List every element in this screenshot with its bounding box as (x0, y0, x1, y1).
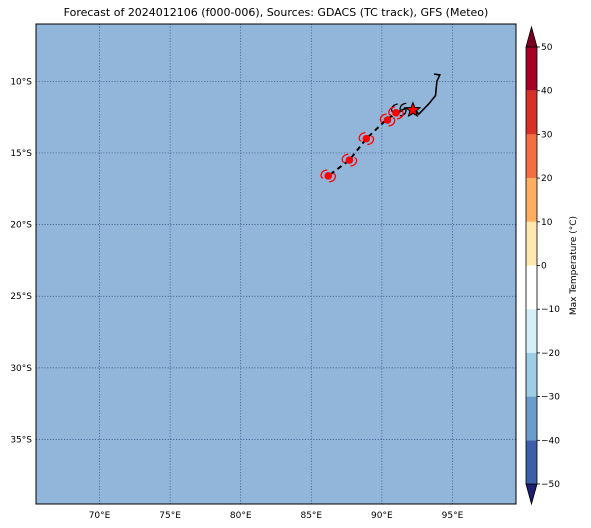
colorbar-tick-label: 40 (541, 87, 553, 97)
forecast-cyclone-marker-icon (388, 106, 404, 120)
colorbar: 50 40 30 20 10 0 −10 −20 −30 −40 −50 Max Temperatur… (525, 25, 579, 506)
lat-tick-label: 15°S (10, 149, 32, 159)
lon-tick-label: 80°E (230, 511, 252, 521)
colorbar-extend-bottom (525, 483, 538, 506)
colorbar-segment (526, 47, 537, 91)
cyclone-arm (329, 173, 337, 183)
colorbar-tick-label: 50 (541, 43, 553, 53)
cyclone-arm (388, 106, 396, 116)
map-title: Forecast of 2024012106 (f000-006), Sourc… (63, 6, 489, 19)
lat-tick-label: 35°S (10, 436, 32, 446)
forecast-cyclone-marker-icon (341, 153, 358, 167)
colorbar-tick-label: 10 (541, 218, 553, 228)
colorbar-segment (526, 221, 537, 266)
current-position-star-icon (404, 101, 422, 118)
colorbar-extend-top (525, 25, 538, 48)
colorbar-segment (526, 265, 537, 310)
colorbar-tick-label: −20 (541, 349, 560, 359)
forecast-cyclone-marker-icon (320, 169, 337, 183)
cyclone-arm (388, 117, 396, 127)
colorbar-segment (526, 178, 537, 222)
forecast-track-line (327, 110, 401, 177)
lon-tick-label: 90°E (371, 511, 393, 521)
map-area[interactable]: 70°E 75°E 80°E 85°E 90°E 95°E 10°S 15°S 20°S 25°S… (10, 23, 517, 521)
colorbar-tick-label: −10 (541, 305, 560, 315)
map-frame (35, 23, 517, 505)
lat-tick-label: 25°S (10, 292, 32, 302)
lat-tick-label: 20°S (10, 221, 32, 231)
colorbar-segment (526, 396, 537, 441)
forecast-cyclone-marker-icon (358, 131, 375, 146)
colorbar-tick-label: −30 (541, 393, 560, 403)
forecast-cyclone-marker-icon (379, 113, 396, 127)
colorbar-label: Max Temperature (°C) (569, 216, 579, 315)
cyclone-arm (341, 153, 349, 163)
cyclone-center-dot (383, 116, 392, 124)
colorbar-segment (526, 309, 537, 353)
cyclone-arm (379, 113, 387, 123)
lon-tick-label: 85°E (300, 511, 322, 521)
lon-tick-label: 70°E (89, 511, 111, 521)
cyclone-center-dot (362, 134, 371, 143)
lon-tick-label: 75°E (159, 511, 181, 521)
colorbar-segment (526, 134, 537, 179)
colorbar-segment (526, 352, 537, 397)
colorbar-tick-label: −40 (541, 436, 560, 446)
cyclone-arm (396, 110, 404, 120)
ocean-background (36, 24, 516, 504)
lon-tick-label: 95°E (442, 511, 464, 521)
colorbar-segment (526, 440, 537, 484)
lat-tick-label: 10°S (10, 77, 32, 87)
cyclone-arm (350, 157, 358, 167)
cyclone-arm (399, 107, 407, 117)
lat-tick-label: 30°S (10, 364, 32, 374)
colorbar-tick-label: 0 (541, 262, 547, 272)
colorbar-tick-label: 30 (541, 130, 553, 140)
colorbar-tick-label: −50 (541, 480, 560, 490)
cyclone-arm (367, 135, 375, 146)
cyclone-center-dot (392, 109, 400, 117)
cyclone-center-dot (345, 156, 354, 164)
colorbar-tick-label: 20 (541, 174, 553, 184)
colorbar-segment (526, 90, 537, 135)
cyclone-arm (358, 131, 366, 142)
cyclone-center-dot (324, 172, 333, 180)
cyclone-arm (320, 169, 328, 179)
